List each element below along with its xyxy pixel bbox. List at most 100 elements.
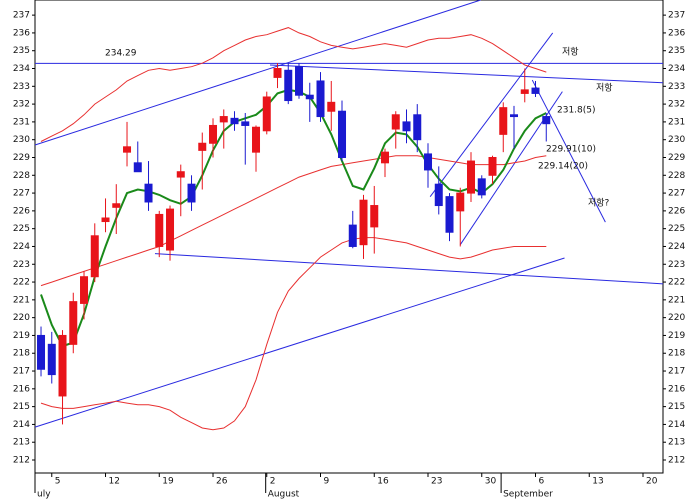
y-tick-label: 216 [668,384,685,394]
y-tick-label: 234 [668,64,685,74]
candle-body [69,301,78,345]
candle-body [198,142,207,151]
y-tick-label: 221 [13,295,30,305]
candle-body [144,183,153,203]
y-tick-label: 232 [13,100,30,110]
y-tick-label: 225 [13,224,30,234]
y-tick-label: 214 [13,420,30,430]
candle-body [305,94,314,100]
candle-body [467,160,476,194]
month-label: uly [37,490,51,499]
candle-body [37,334,46,370]
y-tick-label: 233 [668,82,685,92]
trend-line [429,32,554,197]
y-tick-label: 215 [13,402,30,412]
y-tick-label: 224 [668,242,685,252]
candle-body [520,89,529,94]
trend-line [531,79,606,223]
candle-body [477,178,486,196]
annotation: 234.29 [105,49,137,59]
y-tick-label: 235 [668,46,685,56]
trend-line [34,257,565,428]
x-tick-label: 9 [324,477,330,487]
x-tick-label: 23 [431,477,442,487]
y-tick-label: 218 [13,349,30,359]
candle-body [316,80,325,118]
y-tick-label: 222 [668,278,685,288]
month-label: August [268,490,300,499]
y-tick-label: 231 [668,117,685,127]
bollinger-line [40,27,547,142]
x-tick-label: 2 [270,477,276,487]
moving-average-line [40,88,547,348]
candle-body [402,121,411,132]
candle-body [542,116,551,125]
x-tick-label: 6 [539,477,545,487]
candle-body [295,66,304,96]
y-tick-label: 216 [13,384,30,394]
trend-line [269,64,664,84]
candle-body [424,153,433,171]
y-tick-label: 212 [668,456,685,466]
candle-body [456,192,465,212]
month-label: September [503,490,553,499]
x-tick-label: 19 [162,477,174,487]
y-tick-label: 212 [13,456,30,466]
y-tick-label: 229 [668,153,685,163]
y-tick-label: 213 [668,438,685,448]
candle-body [348,224,357,247]
y-tick-label: 219 [13,331,30,341]
annotation: 저항 [562,47,579,58]
candle-body [47,343,56,376]
y-tick-label: 228 [13,171,30,181]
y-tick-label: 220 [668,313,685,323]
y-tick-label: 220 [13,313,30,323]
candle-body [381,151,390,164]
y-tick-label: 214 [668,420,685,430]
x-tick-label: 30 [485,477,497,487]
annotation: 229.91(10) [546,145,596,155]
y-tick-label: 225 [668,224,685,234]
candle-body [90,235,99,278]
trend-line [34,0,481,146]
y-tick-label: 224 [13,242,30,252]
x-tick-label: 13 [592,477,603,487]
candle-body [252,126,261,153]
candle-body [510,114,519,118]
y-tick-label: 226 [13,206,30,216]
candle-body [273,68,282,78]
y-tick-label: 231 [13,117,30,127]
annotation: 저항 [596,83,613,94]
candle-body [176,171,185,178]
candle-body [209,124,218,144]
y-tick-label: 227 [13,189,30,199]
candle-body [101,217,110,223]
y-tick-label: 226 [668,206,685,216]
y-tick-label: 223 [668,260,685,270]
candle-body [58,334,67,397]
annotation: 231.8(5) [557,106,596,116]
candle-body [155,213,164,247]
x-tick-label: 5 [55,477,61,487]
y-tick-label: 237 [668,11,685,21]
candle-body [112,203,121,208]
y-tick-label: 217 [668,367,685,377]
candle-body [499,107,508,135]
bollinger-line [40,237,547,431]
y-tick-label: 237 [13,11,30,21]
y-tick-label: 217 [13,367,30,377]
candle-body [370,205,379,228]
candle-body [80,276,89,304]
x-tick-label: 26 [216,477,228,487]
annotation: 229.14(20) [538,162,588,172]
candle-body [338,110,347,158]
trend-line [154,253,664,285]
y-tick-label: 227 [668,189,685,199]
y-tick-label: 233 [13,82,30,92]
x-tick-label: 20 [646,477,658,487]
candle-body [219,116,228,123]
y-tick-label: 232 [668,100,685,110]
y-tick-label: 230 [13,135,30,145]
candle-body [359,199,368,246]
